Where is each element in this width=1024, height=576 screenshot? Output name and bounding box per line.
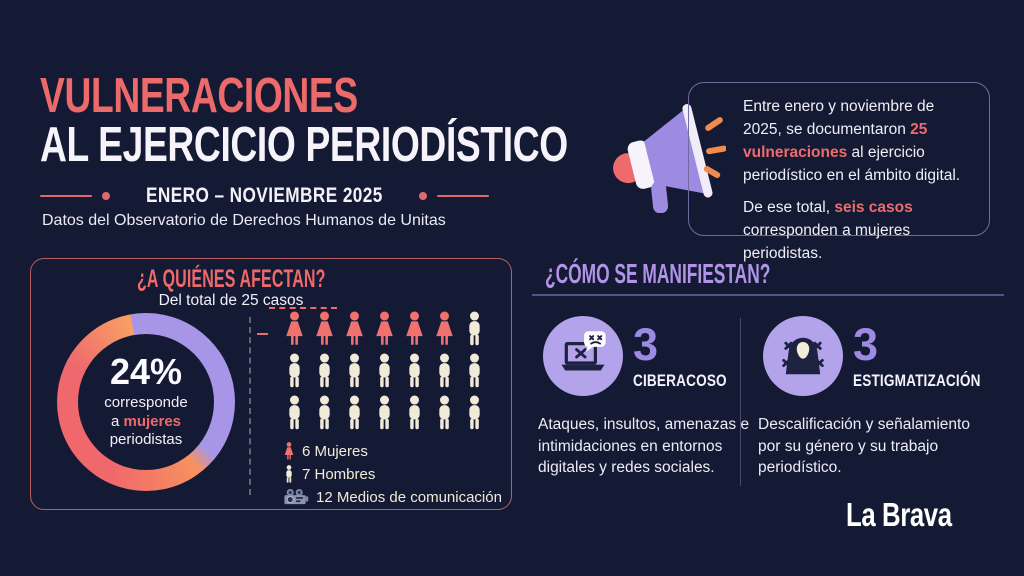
legend-item-hombres: 7 Hombres bbox=[283, 464, 502, 484]
donut-caption-line1: corresponde bbox=[104, 394, 188, 412]
male-person-icon bbox=[403, 353, 426, 388]
estigmatizacion-label: ESTIGMATIZACIÓN bbox=[853, 371, 981, 390]
brand-logo: La Brava bbox=[846, 496, 952, 533]
donut-caption-line3: periodistas bbox=[109, 431, 183, 449]
ciberacoso-description: Ataques, insultos, amenazas e intimidaci… bbox=[538, 416, 750, 476]
callout-paragraph-2: De ese total, seis casos corresponden a … bbox=[743, 198, 913, 262]
estigmatizacion-count: 3 bbox=[853, 319, 879, 370]
period-label: ENERO – NOVIEMBRE 2025 bbox=[145, 184, 383, 207]
main-title-line2: AL EJERCICIO PERIODÍSTICO bbox=[40, 118, 568, 172]
female-person-icon bbox=[283, 442, 295, 460]
pictogram-legend: 6 Mujeres 7 Hombres 12 Medios de comunic… bbox=[283, 441, 502, 507]
male-person-icon bbox=[343, 353, 366, 388]
female-person-icon bbox=[343, 311, 366, 346]
data-source: Datos del Observatorio de Derechos Human… bbox=[42, 212, 446, 229]
male-person-icon bbox=[463, 353, 486, 388]
highlight-seis-casos: seis casos bbox=[834, 198, 913, 216]
legend-label: 7 Hombres bbox=[302, 465, 376, 483]
who-panel-header: ¿A QUIÉNES AFECTAN? Del total de 25 caso… bbox=[31, 265, 431, 310]
decorative-line bbox=[40, 195, 92, 197]
pictogram-grid bbox=[279, 311, 489, 437]
legend-label: 12 Medios de comunicación bbox=[316, 488, 502, 506]
male-person-icon bbox=[373, 395, 396, 430]
male-person-icon bbox=[433, 395, 456, 430]
estigmatizacion-icon-circle bbox=[763, 316, 843, 396]
ciberacoso-label: CIBERACOSO bbox=[633, 371, 727, 390]
how-underline bbox=[532, 294, 1004, 296]
dashed-divider-vertical bbox=[249, 317, 251, 495]
highlight-25-vulneraciones: 25 vulneraciones bbox=[743, 120, 928, 161]
decorative-line bbox=[436, 195, 489, 197]
ciberacoso-count: 3 bbox=[633, 319, 659, 370]
male-person-icon bbox=[433, 353, 456, 388]
donut-percentage: 24% bbox=[109, 351, 183, 393]
male-person-icon bbox=[403, 395, 426, 430]
male-person-icon bbox=[463, 311, 486, 346]
donut-chart: 24% corresponde a mujeres periodistas bbox=[57, 313, 235, 491]
male-person-icon bbox=[283, 395, 306, 430]
how-items-divider bbox=[740, 318, 741, 486]
male-person-icon bbox=[283, 353, 306, 388]
estigmatizacion-description: Descalificación y señalamiento por su gé… bbox=[758, 416, 970, 476]
summary-callout-box: Entre enero y noviembre de 2025, se docu… bbox=[688, 82, 990, 262]
female-person-icon bbox=[283, 311, 306, 346]
male-person-icon bbox=[313, 395, 336, 430]
main-title-line1: VULNERACIONES bbox=[40, 69, 358, 123]
male-person-icon bbox=[463, 395, 486, 430]
female-person-icon bbox=[373, 311, 396, 346]
female-person-icon bbox=[313, 311, 336, 346]
media-camera-icon bbox=[284, 488, 309, 505]
highlight-bracket-left bbox=[257, 333, 268, 335]
decorative-dot bbox=[418, 192, 427, 200]
ciberacoso-icon-circle bbox=[543, 316, 623, 396]
male-person-icon bbox=[313, 353, 336, 388]
female-person-icon bbox=[403, 311, 426, 346]
donut-caption-line2: a mujeres bbox=[110, 412, 182, 430]
legend-item-medios: 12 Medios de comunicación bbox=[283, 487, 502, 507]
male-person-icon bbox=[283, 465, 295, 483]
how-title: ¿CÓMO SE MANIFIESTAN? bbox=[545, 258, 771, 289]
who-subtitle: Del total de 25 casos bbox=[158, 292, 304, 309]
legend-label: 6 Mujeres bbox=[302, 442, 368, 460]
how-section-header: ¿CÓMO SE MANIFIESTAN? bbox=[545, 258, 908, 290]
decorative-dot bbox=[102, 192, 110, 200]
female-person-icon bbox=[433, 311, 456, 346]
male-person-icon bbox=[373, 353, 396, 388]
megaphone-icon bbox=[613, 104, 726, 213]
male-person-icon bbox=[343, 395, 366, 430]
who-panel: ¿A QUIÉNES AFECTAN? Del total de 25 caso… bbox=[30, 258, 512, 510]
legend-item-mujeres: 6 Mujeres bbox=[283, 441, 502, 461]
laptop-harassment-icon bbox=[561, 331, 606, 371]
hooded-figure-icon bbox=[782, 337, 824, 375]
period-row: ENERO – NOVIEMBRE 2025 bbox=[40, 184, 489, 208]
callout-paragraph-1: Entre enero y noviembre de 2025, se docu… bbox=[743, 98, 961, 184]
donut-center-text: 24% corresponde a mujeres periodistas bbox=[57, 313, 235, 491]
highlight-bracket-top bbox=[269, 307, 337, 309]
who-title: ¿A QUIÉNES AFECTAN? bbox=[136, 265, 326, 293]
